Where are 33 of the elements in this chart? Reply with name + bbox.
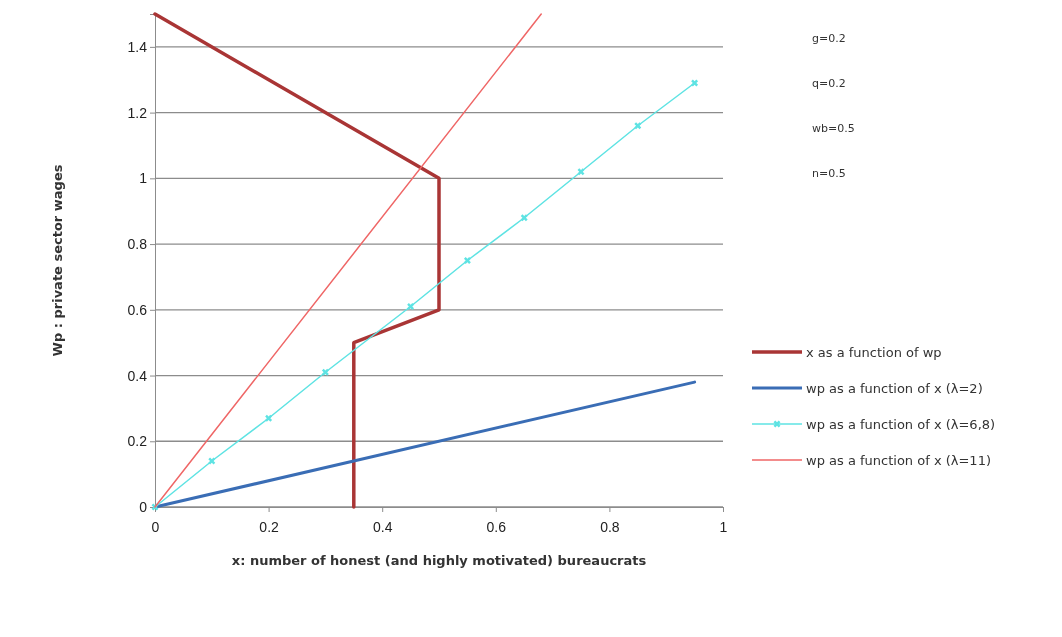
point [407,303,415,310]
point [208,457,216,465]
text: wb=0.5 [812,122,855,135]
y-tick-label: 0.2 [127,433,148,450]
x-tick-label: 0.6 [486,518,507,535]
text: n=0.5 [812,167,846,180]
point [691,79,699,87]
point [634,122,642,130]
legend-label: wp as a function of x (λ=11) [806,453,991,468]
point [265,414,273,422]
y-tick-label: 0 [139,498,148,515]
point [520,214,528,222]
text: q=0.2 [812,77,846,90]
y-tick-label: 1.2 [127,104,148,121]
point [463,257,471,264]
x-tick-label: 0.2 [259,518,280,535]
legend-label: wp as a function of x (λ=2) [806,381,983,396]
x-tick-label: 1 [719,518,728,535]
x-tick-label: 0 [151,518,160,535]
y-tick-label: 0.4 [127,367,148,384]
legend-label: wp as a function of x (λ=6,8) [806,417,996,432]
x-axis-title: x: number of honest (and highly motivated) bureaucrats [231,553,647,568]
text: g=0.2 [812,32,846,45]
y-axis-title: Wp : private sector wages [50,164,65,357]
legend-label: x as a function of wp [806,345,942,360]
x-tick-label: 0.4 [372,518,393,535]
y-tick-label: 0.8 [127,236,148,253]
y-tick-label: 1.4 [127,38,148,55]
line-series [153,12,441,509]
point [321,368,329,376]
y-tick-label: 0.6 [127,301,148,318]
x-tick-label: 0.8 [600,518,620,535]
y-tick-label: 1 [139,170,148,187]
